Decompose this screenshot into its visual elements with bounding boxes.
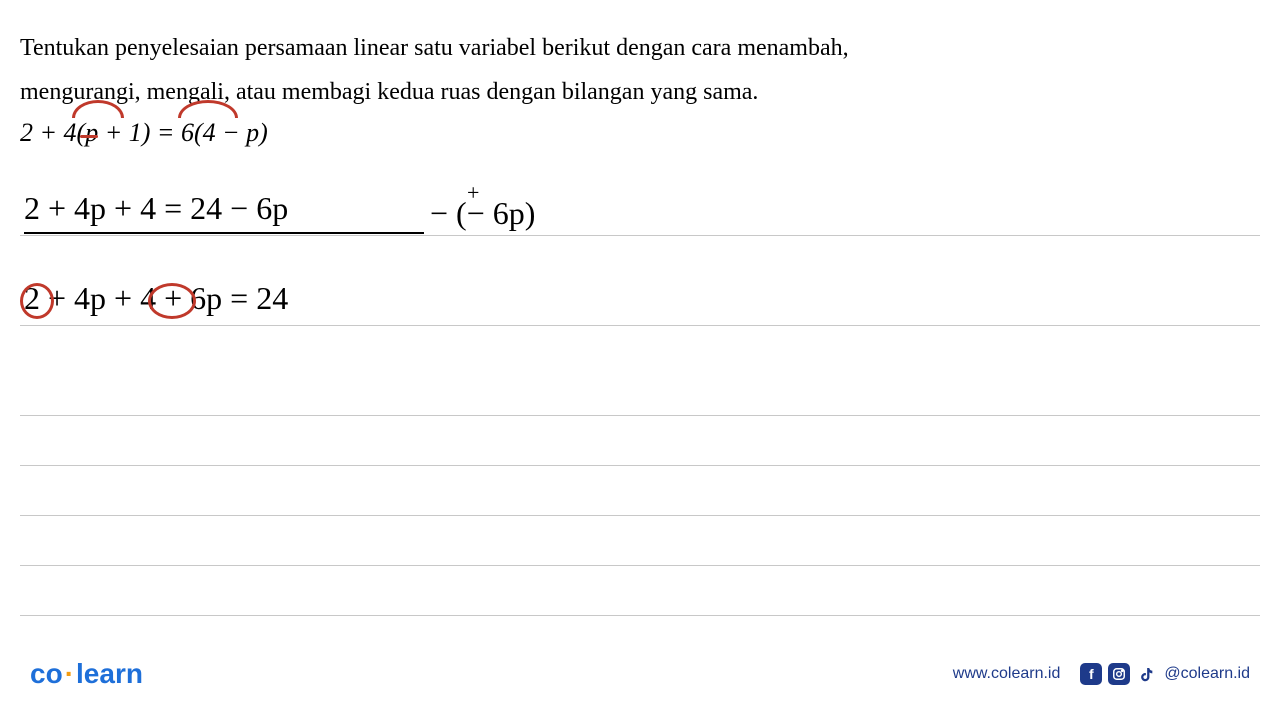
footer: co·learn www.colearn.id f @colearn.id — [0, 658, 1280, 690]
brand-logo: co·learn — [30, 658, 143, 690]
social-icons: f @colearn.id — [1080, 663, 1250, 685]
social-handle: @colearn.id — [1164, 665, 1250, 683]
facebook-icon: f — [1080, 663, 1102, 685]
logo-dot: · — [65, 658, 74, 689]
ruled-line — [20, 515, 1260, 516]
red-underline-left — [80, 135, 98, 138]
footer-right: www.colearn.id f @colearn.id — [953, 663, 1250, 685]
red-circle-2 — [148, 283, 196, 319]
ruled-line — [20, 325, 1260, 326]
problem-line-1: Tentukan penyelesaian persamaan linear s… — [20, 30, 1260, 66]
handwriting-step1-annot: − (− 6p) — [430, 195, 535, 232]
ruled-line — [20, 415, 1260, 416]
tiktok-icon — [1136, 663, 1158, 685]
ruled-line — [20, 235, 1260, 236]
ruled-line — [20, 565, 1260, 566]
ruled-line — [20, 465, 1260, 466]
problem-equation: 2 + 4(p + 1) = 6(4 − p) — [20, 118, 268, 148]
ruled-line — [20, 615, 1260, 616]
website-url: www.colearn.id — [953, 665, 1061, 683]
instagram-icon — [1108, 663, 1130, 685]
handwriting-step1-underline — [24, 232, 424, 234]
logo-co: co — [30, 658, 63, 689]
red-circle-1 — [20, 283, 54, 319]
logo-learn: learn — [76, 658, 143, 689]
handwriting-step1: 2 + 4p + 4 = 24 − 6p — [24, 190, 288, 227]
